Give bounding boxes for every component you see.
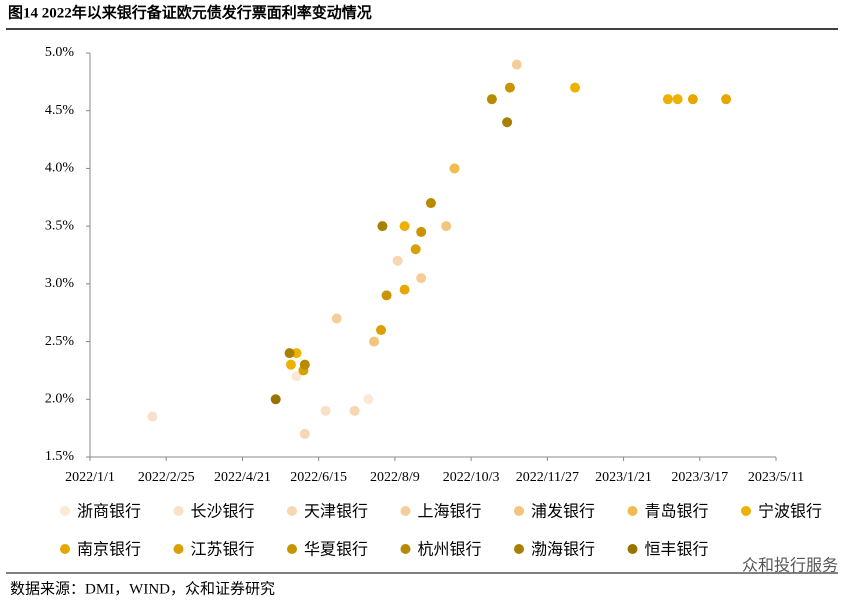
- y-tick-label: 4.0%: [45, 161, 75, 176]
- x-tick-label: 2022/4/21: [214, 470, 271, 485]
- point: [369, 336, 380, 347]
- point: [376, 325, 387, 336]
- point: [284, 348, 295, 359]
- y-tick-label: 4.5%: [45, 103, 75, 118]
- x-tick-label: 2022/8/9: [370, 470, 420, 485]
- point: [504, 82, 515, 93]
- legend-label: 浦发银行: [531, 502, 595, 521]
- x-tick-label: 2023/1/21: [595, 470, 652, 485]
- x-tick-label: 2023/3/17: [671, 470, 728, 485]
- legend-marker: [60, 506, 70, 516]
- y-tick-label: 2.5%: [45, 334, 75, 349]
- legend-label: 江苏银行: [191, 540, 255, 559]
- legend-label: 浙商银行: [77, 502, 141, 521]
- legend-label: 天津银行: [304, 502, 368, 521]
- point: [392, 255, 403, 266]
- point: [441, 221, 452, 232]
- point: [511, 59, 522, 70]
- x-tick-label: 2022/2/25: [138, 470, 195, 485]
- legend-label: 青岛银行: [645, 502, 709, 521]
- point: [399, 284, 410, 295]
- legend-marker: [741, 506, 751, 516]
- x-tick-label: 2022/1/1: [65, 470, 115, 485]
- legend-marker: [173, 544, 184, 554]
- point: [363, 394, 374, 405]
- legend-marker: [400, 506, 411, 516]
- point: [147, 411, 158, 422]
- point: [349, 405, 360, 416]
- y-tick-label: 1.5%: [45, 449, 75, 464]
- legend-label: 南京银行: [77, 540, 141, 559]
- legend-label: 宁波银行: [758, 502, 822, 521]
- point: [399, 221, 410, 232]
- legend-label: 上海银行: [418, 502, 482, 521]
- point: [331, 313, 342, 324]
- chart-title: 图14 2022年以来银行备证欧元债发行票面利率变动情况: [8, 3, 372, 21]
- point: [662, 94, 673, 105]
- point: [502, 117, 513, 128]
- legend-marker: [400, 544, 411, 554]
- x-tick-label: 2022/11/27: [516, 470, 579, 485]
- point: [299, 359, 310, 370]
- legend-label: 恒丰银行: [645, 540, 709, 559]
- legend-marker: [514, 506, 524, 516]
- point: [410, 244, 421, 255]
- point: [416, 273, 427, 284]
- y-tick-label: 3.0%: [45, 276, 75, 291]
- legend-marker: [514, 544, 524, 554]
- legend-marker: [173, 506, 184, 516]
- point: [381, 290, 392, 301]
- point: [299, 428, 310, 439]
- legend-marker: [627, 544, 638, 554]
- point: [721, 94, 732, 105]
- point: [416, 226, 427, 237]
- source: 数据来源：DMI，WIND，众和证券研究: [10, 580, 275, 597]
- x-tick-label: 2023/5/11: [748, 470, 804, 485]
- y-tick-label: 5.0%: [45, 45, 75, 60]
- legend-marker: [60, 544, 70, 554]
- point: [425, 198, 436, 209]
- point: [270, 394, 281, 405]
- point: [486, 94, 497, 105]
- point: [449, 163, 460, 174]
- y-tick-label: 2.0%: [45, 392, 75, 407]
- point: [377, 221, 388, 232]
- point: [285, 359, 296, 370]
- y-tick-label: 3.5%: [45, 218, 75, 233]
- legend-label: 杭州银行: [418, 540, 482, 559]
- legend-label: 华夏银行: [304, 540, 368, 559]
- point: [320, 405, 331, 416]
- watermark: 众和投行服务: [742, 556, 838, 575]
- legend-label: 渤海银行: [531, 540, 595, 559]
- point: [687, 94, 698, 105]
- legend-marker: [627, 506, 638, 516]
- legend-marker: [287, 544, 297, 554]
- point: [570, 82, 581, 93]
- point: [291, 371, 302, 382]
- legend-label: 长沙银行: [191, 502, 255, 521]
- x-tick-label: 2022/10/3: [443, 470, 500, 485]
- point: [672, 94, 683, 105]
- point: [291, 348, 302, 359]
- legend-marker: [287, 506, 297, 516]
- x-tick-label: 2022/6/15: [290, 470, 347, 485]
